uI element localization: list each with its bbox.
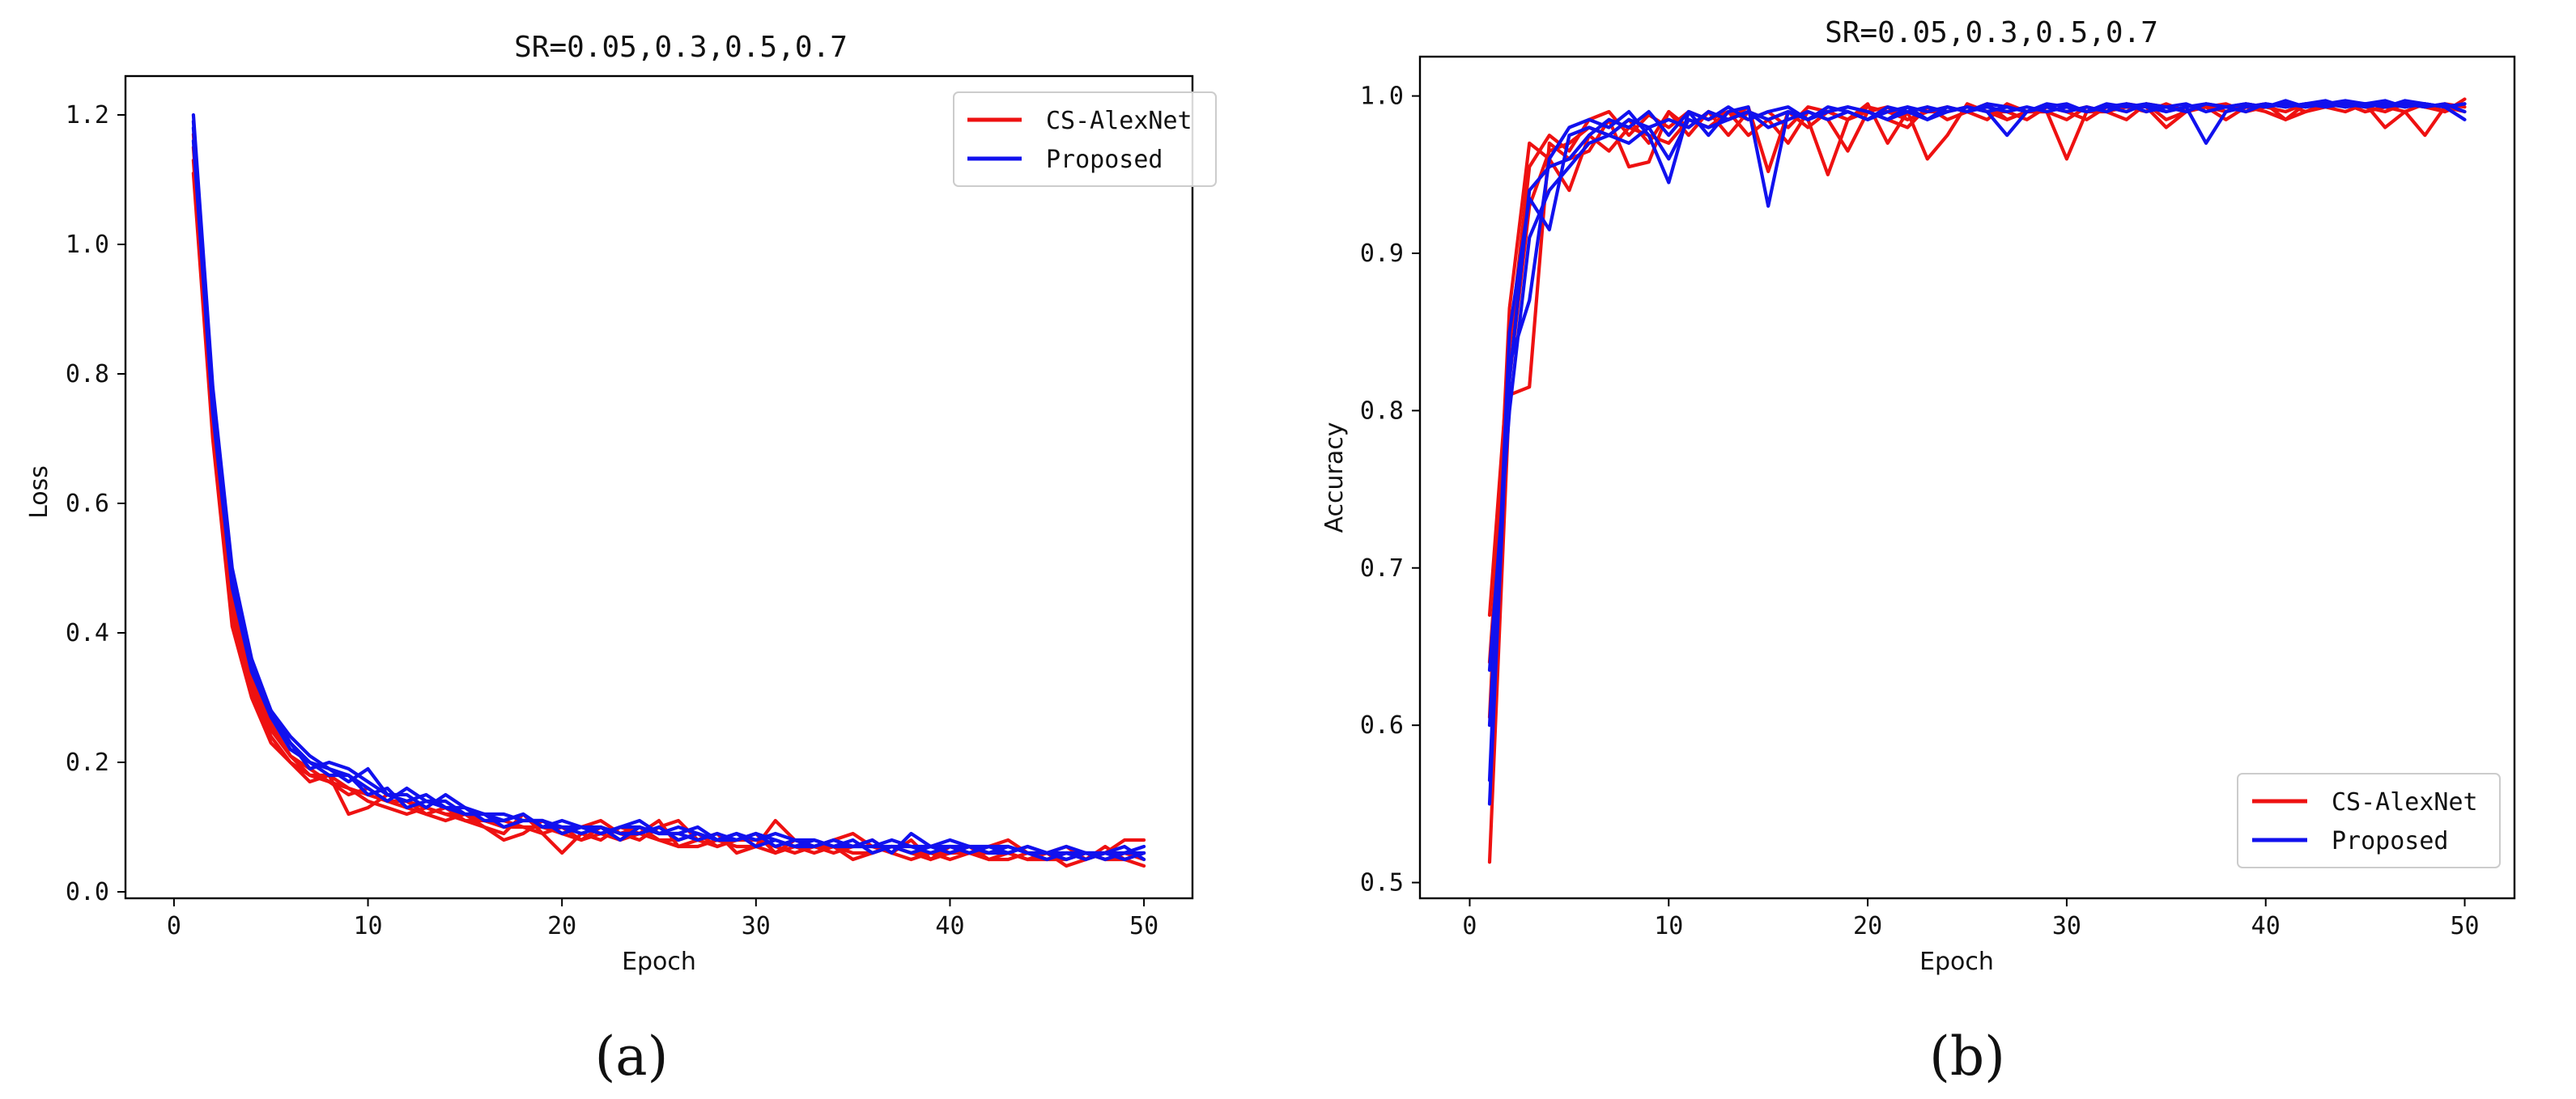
accuracy-legend: CS-AlexNet Proposed: [2237, 773, 2501, 868]
accuracy-y-tick-label: 0.8: [1360, 397, 1404, 425]
accuracy-series-group: [1487, 97, 2467, 864]
loss-axes: [124, 74, 1194, 900]
accuracy-y-tick-label: 0.5: [1360, 869, 1404, 897]
accuracy-series-proposed-8: [1487, 99, 2467, 673]
accuracy-y-tick-label: 0.9: [1360, 240, 1404, 268]
loss-plot-frame: [124, 74, 1194, 900]
accuracy-legend-label-cs-alexnet: CS-AlexNet: [2332, 788, 2478, 817]
loss-chart-title: SR=0.05,0.3,0.5,0.7: [514, 31, 848, 64]
loss-y-tick-label: 0.8: [66, 360, 109, 388]
accuracy-x-tick-label: 40: [2251, 912, 2281, 940]
loss-legend-label-cs-alexnet: CS-AlexNet: [1046, 107, 1192, 135]
accuracy-x-tick-label: 50: [2450, 912, 2479, 940]
loss-y-axis-label: Loss: [25, 465, 53, 519]
loss-y-tick-label: 0.0: [66, 878, 109, 906]
loss-y-tick-label: 0.4: [66, 619, 109, 647]
accuracy-y-axis-label: Accuracy: [1320, 422, 1349, 533]
accuracy-legend-label-proposed: Proposed: [2332, 827, 2449, 855]
accuracy-x-tick-label: 20: [1853, 912, 1882, 940]
loss-series-group: [191, 112, 1146, 868]
loss-x-tick-label: 30: [742, 912, 771, 940]
loss-legend-box: [953, 91, 1217, 187]
loss-y-tick-label: 0.6: [66, 490, 109, 518]
accuracy-y-tick-label: 0.7: [1360, 554, 1404, 583]
accuracy-chart-title: SR=0.05,0.3,0.5,0.7: [1825, 16, 2158, 49]
accuracy-x-tick-label: 30: [2052, 912, 2081, 940]
loss-x-tick-label: 50: [1129, 912, 1158, 940]
accuracy-panel-label: (b): [1929, 1025, 2005, 1088]
loss-panel-label: (a): [595, 1025, 669, 1088]
accuracy-legend-box: [2237, 773, 2501, 868]
loss-x-tick-label: 40: [935, 912, 964, 940]
accuracy-x-tick-label: 10: [1654, 912, 1683, 940]
accuracy-axes: [1418, 55, 2516, 900]
loss-x-tick-label: 10: [353, 912, 382, 940]
loss-x-tick-label: 0: [167, 912, 181, 940]
accuracy-y-tick-label: 1.0: [1360, 83, 1404, 111]
loss-y-ticks: 0.0 0.2 0.4 0.6 0.8 1.0 1.2: [66, 101, 125, 906]
loss-legend-label-proposed: Proposed: [1046, 146, 1163, 174]
loss-x-axis-label: Epoch: [622, 948, 696, 976]
loss-y-tick-label: 0.2: [66, 749, 109, 777]
loss-y-tick-label: 1.2: [66, 101, 109, 129]
loss-x-tick-label: 20: [547, 912, 576, 940]
loss-series-proposed-8: [191, 119, 1146, 862]
loss-series-cs-alexnet-4: [191, 132, 1146, 862]
accuracy-x-tick-label: 0: [1462, 912, 1477, 940]
accuracy-y-tick-label: 0.6: [1360, 711, 1404, 740]
loss-chart: SR=0.05,0.3,0.5,0.7 0 10 20 30 40 50 0.00.20.…: [25, 31, 1217, 1088]
loss-x-ticks: 0 10 20 30 40 50: [167, 898, 1158, 940]
accuracy-x-ticks: 0 10 20 30 40 50: [1462, 898, 2480, 940]
accuracy-plot-frame: [1418, 55, 2516, 900]
accuracy-chart: SR=0.05,0.3,0.5,0.7 0 10 20 30 40 50 0.50.60.…: [1320, 16, 2516, 1088]
accuracy-x-axis-label: Epoch: [1919, 948, 1994, 976]
loss-legend: CS-AlexNet Proposed: [953, 91, 1217, 187]
loss-y-tick-label: 1.0: [66, 231, 109, 259]
accuracy-y-ticks: 0.5 0.6 0.7 0.8 0.9 1.0: [1360, 83, 1420, 897]
